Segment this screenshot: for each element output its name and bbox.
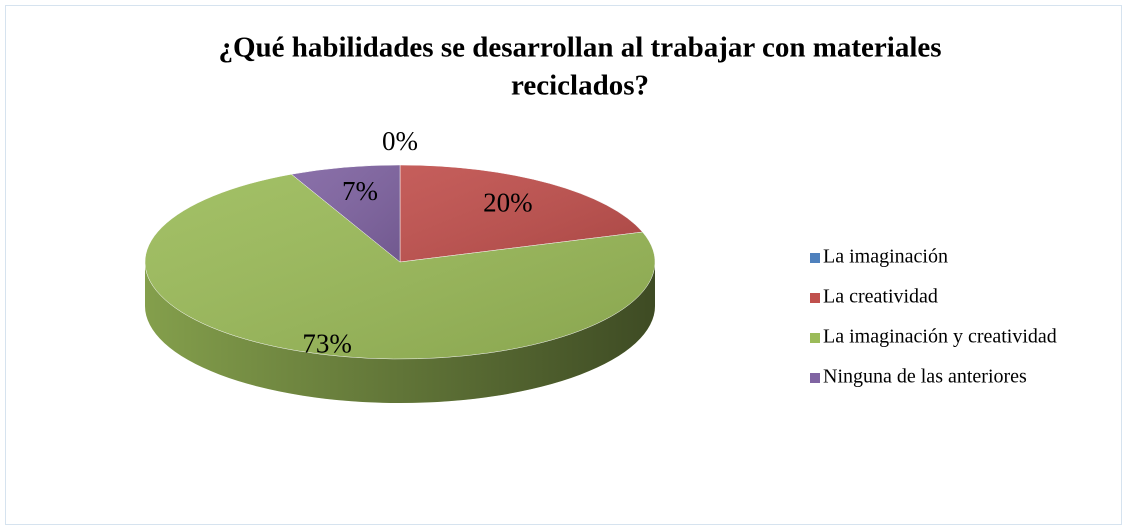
legend-swatch xyxy=(810,293,820,303)
data-label: 73% xyxy=(302,328,352,358)
legend-swatch xyxy=(810,253,820,263)
data-label: 20% xyxy=(483,188,533,218)
slice-side-shade xyxy=(145,262,655,403)
data-label: 0% xyxy=(382,126,418,156)
legend-label: Ninguna de las anteriores xyxy=(823,366,1027,388)
slice-shade xyxy=(400,165,643,262)
legend-swatch xyxy=(810,373,820,383)
slice-shade xyxy=(145,174,655,359)
slice-shade xyxy=(291,165,400,262)
chart-title: reciclados? xyxy=(511,70,649,102)
legend-label: La imaginación xyxy=(823,246,948,268)
legend-swatch xyxy=(810,333,820,343)
legend-label: La creatividad xyxy=(823,286,938,308)
chart-title: ¿Qué habilidades se desarrollan al traba… xyxy=(218,32,941,64)
data-label: 7% xyxy=(342,176,378,206)
legend-label: La imaginación y creatividad xyxy=(823,326,1057,348)
